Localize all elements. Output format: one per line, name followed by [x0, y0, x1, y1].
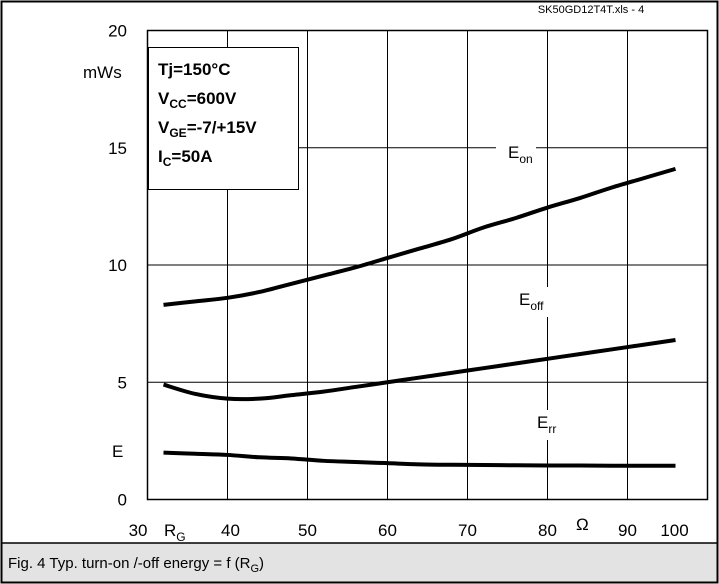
condition-vcc-sub: CC — [169, 97, 187, 111]
condition-ic-sub: C — [163, 155, 172, 169]
series-label-bg — [507, 287, 554, 317]
x-axis-symbol-main: R — [164, 521, 176, 540]
conditions-box — [148, 47, 299, 190]
x-tick-label: 70 — [458, 521, 477, 540]
series-line-err — [163, 450, 676, 468]
y-axis-unit: mWs — [83, 63, 122, 82]
series-line-eon — [163, 166, 677, 307]
series-label-sub: rr — [548, 422, 556, 436]
x-tick-label: 30 — [129, 521, 148, 540]
series-line-eoff — [162, 338, 676, 402]
file-reference: SK50GD12T4T.xls - 4 — [538, 4, 644, 16]
series-label-sub: on — [519, 152, 532, 166]
condition-vcc-rest: =600V — [187, 89, 237, 108]
caption-suffix: ) — [259, 555, 264, 572]
figure-caption: Fig. 4 Typ. turn-on /-off energy = f (RG… — [8, 555, 264, 575]
y-tick-label: 20 — [108, 22, 127, 41]
x-axis-symbol-sub: G — [176, 530, 185, 544]
condition-vcc: VCC=600V — [158, 89, 237, 111]
x-tick-label: 40 — [221, 521, 240, 540]
caption-band — [2, 543, 717, 582]
x-tick-label: 100 — [660, 521, 688, 540]
caption-subscript: G — [250, 563, 259, 575]
series-label-err: Err — [537, 413, 556, 436]
y-tick-label: 0 — [118, 491, 127, 510]
y-tick-label: 5 — [118, 373, 127, 392]
x-tick-label: 90 — [618, 521, 637, 540]
series-label-bg — [496, 140, 536, 170]
condition-vge: VGE=-7/+15V — [158, 118, 257, 140]
condition-vcc-main: V — [158, 89, 170, 108]
plot-area — [146, 29, 709, 501]
series-label-main: E — [508, 143, 519, 162]
series-label-eon: Eon — [508, 143, 533, 166]
series-label-main: E — [519, 290, 530, 309]
condition-vge-rest: =-7/+15V — [187, 118, 258, 137]
grid — [147, 30, 708, 500]
x-axis-unit: Ω — [576, 515, 589, 534]
condition-ic: IC=50A — [158, 147, 213, 169]
series-label-eoff: Eoff — [519, 290, 544, 313]
condition-vge-main: V — [158, 118, 170, 137]
tick-labels: 0 5 10 15 20 30 40 50 60 70 80 90 100 — [108, 22, 689, 541]
condition-vge-sub: GE — [169, 126, 186, 140]
series-label-bg — [525, 410, 565, 440]
y-axis-symbol: E — [112, 442, 123, 461]
x-tick-label: 60 — [378, 521, 397, 540]
caption-prefix: Fig. 4 Typ. turn-on /-off energy = f (R — [8, 555, 251, 572]
x-axis-symbol: RG — [164, 521, 186, 544]
x-tick-label: 50 — [298, 521, 317, 540]
y-tick-label: 15 — [108, 139, 127, 158]
y-tick-label: 10 — [108, 256, 127, 275]
x-tick-label: 80 — [538, 521, 557, 540]
series-label-sub: off — [530, 299, 544, 313]
series-label-main: E — [537, 413, 548, 432]
condition-ic-main: I — [158, 147, 163, 166]
condition-tj: Tj=150°C — [158, 60, 230, 79]
condition-ic-rest: =50A — [171, 147, 212, 166]
